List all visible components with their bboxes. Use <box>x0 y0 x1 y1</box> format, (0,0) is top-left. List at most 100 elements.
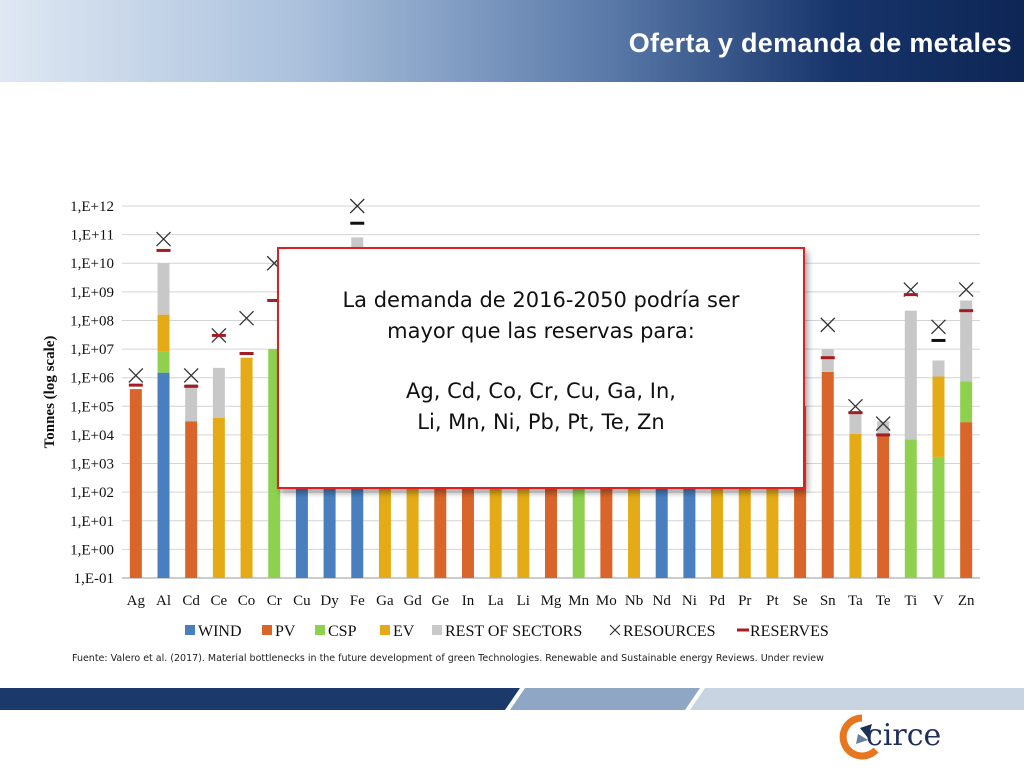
x-tick-label: Dy <box>320 593 339 609</box>
x-tick-label: Te <box>876 593 891 609</box>
header-banner: Oferta y demanda de metales <box>0 0 1024 82</box>
legend-label: RESERVES <box>750 623 829 640</box>
page-title: Oferta y demanda de metales <box>628 28 1012 58</box>
legend-label: RESOURCES <box>623 623 715 640</box>
resources-marker-Cd <box>183 367 199 383</box>
bar-Zn-pv <box>960 422 973 578</box>
bar-V-ev <box>932 376 945 457</box>
legend-label: EV <box>393 623 415 640</box>
x-tick-label: Ag <box>127 593 146 609</box>
bar-Ta-rest-of-sectors <box>849 412 862 434</box>
x-tick-label: Ni <box>682 593 697 609</box>
x-tick-label: V <box>933 593 944 609</box>
y-tick-label: 1,E-01 <box>74 571 114 587</box>
resources-marker-Zn <box>958 282 974 298</box>
bar-Sn-pv <box>821 371 834 578</box>
x-tick-label: Nb <box>625 593 643 609</box>
bar-Ag-pv <box>129 389 142 578</box>
y-axis-label: Tonnes (log scale) <box>42 336 58 449</box>
x-tick-label: La <box>488 593 504 609</box>
x-tick-label: Al <box>156 593 171 609</box>
y-tick-label: 1,E+11 <box>71 228 114 244</box>
resources-stroke <box>183 367 199 383</box>
legend-label: WIND <box>198 623 242 640</box>
bar-Te-pv <box>877 434 890 578</box>
footer-decoration <box>0 688 1024 710</box>
resources-stroke <box>847 398 863 414</box>
bar-Te-rest-of-sectors <box>877 421 890 435</box>
bar-Sn-rest-of-sectors <box>821 349 834 372</box>
circe-logo <box>839 714 879 760</box>
source-citation: Fuente: Valero et al. (2017). Material b… <box>72 653 824 664</box>
y-tick-label: 1,E+12 <box>70 199 114 215</box>
bar-Ce-ev <box>212 417 225 578</box>
logo-text: circe <box>866 718 942 753</box>
resources-stroke <box>931 319 946 335</box>
x-tick-label: Co <box>238 593 256 609</box>
resources-marker-Sn <box>820 317 836 333</box>
y-tick-label: 1,E+09 <box>70 285 114 301</box>
legend-label: REST OF SECTORS <box>445 623 582 640</box>
bar-Al-csp <box>157 351 170 373</box>
bar-Ta-ev <box>849 433 862 578</box>
resources-stroke <box>875 416 891 431</box>
y-tick-label: 1,E+01 <box>70 514 114 530</box>
y-tick-label: 1,E+05 <box>70 399 114 415</box>
x-tick-label: Ge <box>432 593 450 609</box>
y-tick-label: 1,E+02 <box>70 485 114 501</box>
resources-marker-Al <box>156 231 171 247</box>
legend-label: PV <box>275 623 296 640</box>
y-tick-label: 1,E+00 <box>70 542 114 558</box>
x-tick-label: Sn <box>820 593 836 609</box>
bar-Ti-csp <box>904 439 917 578</box>
x-tick-label: Pt <box>766 593 779 609</box>
legend-resources-x <box>609 624 621 636</box>
bar-Al-ev <box>157 314 170 352</box>
resources-marker-Co <box>239 310 255 326</box>
resources-marker-Te <box>875 416 891 431</box>
resources-stroke <box>239 310 255 326</box>
x-tick-label: Pr <box>738 593 751 609</box>
x-tick-label: Ta <box>848 593 863 609</box>
bar-Cd-pv <box>185 421 198 578</box>
legend-swatch-csp <box>315 625 325 635</box>
resources-stroke <box>156 231 171 247</box>
callout-line-3: Ag, Cd, Co, Cr, Cu, Ga, In, <box>406 379 676 403</box>
x-tick-label: Zn <box>958 593 975 609</box>
x-tick-label: Ga <box>376 593 394 609</box>
legend-swatch-rest-of-sectors <box>432 625 442 635</box>
resources-marker-Ta <box>847 398 863 414</box>
x-tick-label: In <box>462 593 475 609</box>
chart-legend: WIND PV CSP EV REST OF SECTORS RESOURCES RESER… <box>185 623 829 640</box>
resources-stroke <box>820 317 836 333</box>
callout-box: La demanda de 2016-2050 podría ser mayor… <box>277 247 805 489</box>
bar-Ce-rest-of-sectors <box>212 367 225 418</box>
x-tick-label: Cr <box>267 593 282 609</box>
x-tick-label: Pd <box>709 593 725 609</box>
legend-swatch-ev <box>380 625 390 635</box>
y-tick-label: 1,E+04 <box>70 428 114 444</box>
resources-stroke <box>349 198 365 214</box>
x-tick-label: Ti <box>904 593 917 609</box>
legend-label: CSP <box>328 623 357 640</box>
x-tick-label: Se <box>793 593 808 609</box>
legend-swatch-pv <box>262 625 272 635</box>
callout-line-4: Li, Mn, Ni, Pb, Pt, Te, Zn <box>417 410 665 434</box>
y-tick-label: 1,E+08 <box>70 313 114 329</box>
x-tick-label: Gd <box>403 593 422 609</box>
resources-stroke <box>128 367 144 383</box>
callout-line-2: mayor que las reservas para: <box>387 319 695 343</box>
bar-Zn-csp <box>960 381 973 423</box>
resources-marker-Fe <box>349 198 365 214</box>
x-tick-label: Mn <box>568 593 589 609</box>
y-axis-ticks: 1,E-01 1,E+00 1,E+01 1,E+02 1,E+03 1,E+04 1,E+… <box>70 199 114 587</box>
x-tick-label: Ce <box>211 593 228 609</box>
chart-markers <box>128 198 974 437</box>
x-tick-label: Mo <box>596 593 617 609</box>
bar-Co-ev <box>240 357 253 578</box>
x-tick-label: Cd <box>182 593 200 609</box>
x-tick-label: Mg <box>541 593 562 609</box>
x-tick-label: Nd <box>653 593 672 609</box>
y-tick-label: 1,E+10 <box>70 256 114 272</box>
x-tick-label: Fe <box>350 593 365 609</box>
